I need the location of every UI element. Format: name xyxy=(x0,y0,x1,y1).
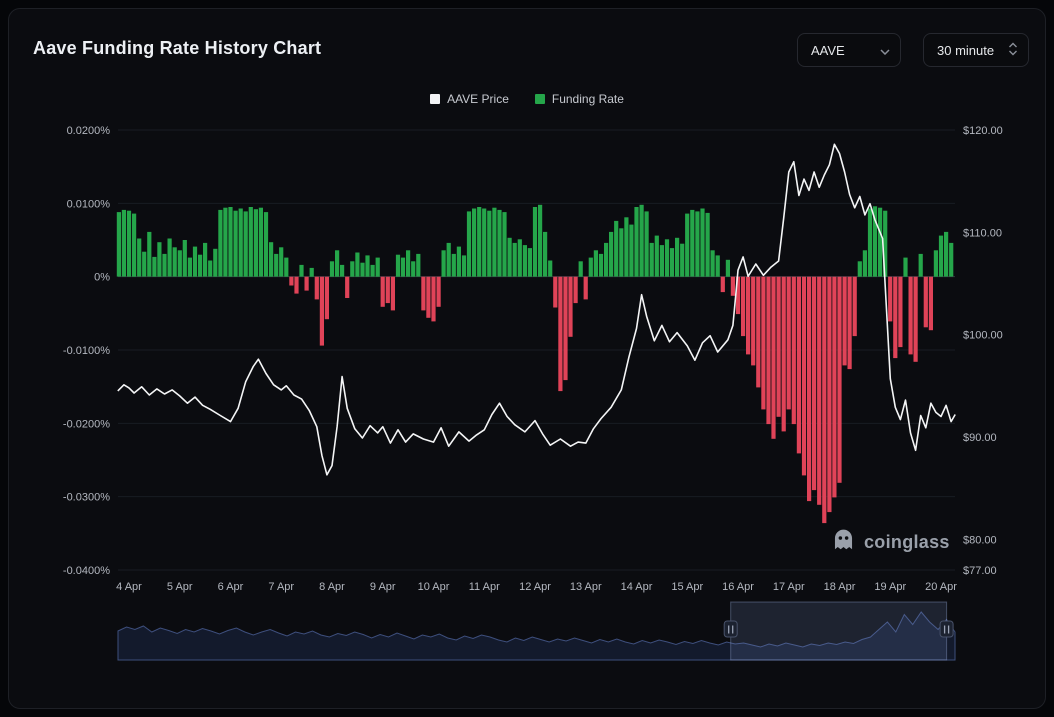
svg-text:-0.0400%: -0.0400% xyxy=(63,565,110,577)
legend-swatch-funding-rate xyxy=(534,94,545,104)
svg-text:12 Apr: 12 Apr xyxy=(519,581,551,593)
svg-text:20 Apr: 20 Apr xyxy=(925,581,957,593)
symbol-select[interactable]: AAVE xyxy=(797,33,901,67)
coinglass-watermark: coinglass xyxy=(831,527,950,557)
svg-text:15 Apr: 15 Apr xyxy=(671,581,703,593)
svg-text:9 Apr: 9 Apr xyxy=(370,581,396,593)
interval-select[interactable]: 30 minute xyxy=(923,33,1029,67)
legend-item-funding-rate[interactable]: Funding Rate xyxy=(534,92,624,106)
legend-swatch-price xyxy=(430,94,441,104)
svg-text:14 Apr: 14 Apr xyxy=(621,581,653,593)
svg-text:7 Apr: 7 Apr xyxy=(268,581,294,593)
svg-text:8 Apr: 8 Apr xyxy=(319,581,345,593)
svg-text:10 Apr: 10 Apr xyxy=(418,581,450,593)
legend-label-price: AAVE Price xyxy=(447,92,509,106)
interval-select-value: 30 minute xyxy=(937,42,995,58)
svg-text:0%: 0% xyxy=(94,272,110,284)
updown-chevron-icon xyxy=(1008,41,1018,60)
legend-label-funding-rate: Funding Rate xyxy=(551,92,624,106)
coinglass-watermark-text: coinglass xyxy=(864,531,950,552)
svg-text:$77.00: $77.00 xyxy=(963,565,997,577)
svg-text:17 Apr: 17 Apr xyxy=(773,581,805,593)
navigator-handle-left[interactable] xyxy=(723,620,738,638)
chart-card xyxy=(8,8,1046,709)
page-title: Aave Funding Rate History Chart xyxy=(33,38,322,58)
coinglass-logo-icon xyxy=(831,527,856,557)
svg-text:16 Apr: 16 Apr xyxy=(722,581,754,593)
svg-text:11 Apr: 11 Apr xyxy=(469,581,500,593)
funding-rate-bars xyxy=(116,204,954,524)
navigator-area[interactable] xyxy=(117,611,956,661)
svg-text:$120.00: $120.00 xyxy=(963,125,1003,137)
svg-text:4 Apr: 4 Apr xyxy=(116,581,142,593)
svg-text:6 Apr: 6 Apr xyxy=(218,581,244,593)
svg-text:-0.0100%: -0.0100% xyxy=(63,345,110,357)
svg-text:5 Apr: 5 Apr xyxy=(167,581,193,593)
svg-text:$110.00: $110.00 xyxy=(963,227,1002,239)
symbol-select-value: AAVE xyxy=(811,42,845,58)
chart-legend: AAVE Price Funding Rate xyxy=(0,92,1054,106)
svg-text:$100.00: $100.00 xyxy=(963,330,1003,342)
chevron-down-icon xyxy=(880,43,890,58)
price-line xyxy=(117,143,956,476)
x-axis-labels: 4 Apr 5 Apr 6 Apr 7 Apr 8 Apr 9 Apr 10 Apr 11 A… xyxy=(116,581,957,593)
svg-text:$80.00: $80.00 xyxy=(963,534,997,546)
svg-text:0.0100%: 0.0100% xyxy=(67,198,111,210)
navigator-handle-right[interactable] xyxy=(939,620,954,638)
svg-text:$90.00: $90.00 xyxy=(963,432,997,444)
svg-text:0.0200%: 0.0200% xyxy=(67,125,111,137)
navigator-selection[interactable] xyxy=(730,601,948,661)
right-axis-labels: $120.00 $110.00 $100.00 $90.00 $80.00 $77.00 xyxy=(963,125,1003,577)
svg-text:-0.0300%: -0.0300% xyxy=(63,492,110,504)
svg-text:19 Apr: 19 Apr xyxy=(874,581,906,593)
svg-text:18 Apr: 18 Apr xyxy=(824,581,856,593)
svg-text:13 Apr: 13 Apr xyxy=(570,581,602,593)
svg-text:-0.0200%: -0.0200% xyxy=(63,418,110,430)
left-axis-labels: 0.0200% 0.0100% 0% -0.0100% -0.0200% -0.0300%… xyxy=(63,125,110,577)
legend-item-price[interactable]: AAVE Price xyxy=(430,92,509,106)
